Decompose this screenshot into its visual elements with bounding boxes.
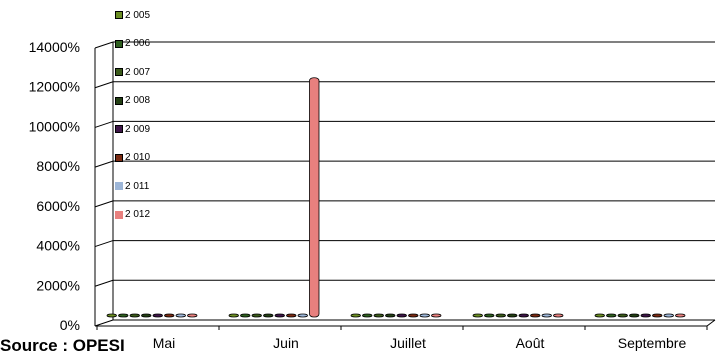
bar	[240, 313, 251, 318]
x-tick-label: Août	[516, 335, 545, 351]
bar	[507, 313, 518, 318]
x-tick-label: Septembre	[618, 335, 687, 351]
legend-swatch	[115, 153, 123, 162]
legend-label: 2 012	[125, 209, 151, 220]
legend-swatch	[115, 182, 123, 190]
y-tick-label: 14000%	[29, 39, 80, 55]
bar	[106, 313, 117, 318]
source-text: Source : OPESI	[0, 336, 125, 355]
x-axis-depth	[706, 319, 716, 327]
bar	[309, 77, 320, 318]
y-tick-label: 10000%	[29, 118, 80, 134]
x-axis-tick-labels: Mai Juin Juillet Août Septembre	[153, 335, 687, 351]
grid-line-depth	[94, 279, 114, 287]
legend-label: 2 011	[125, 180, 150, 192]
bar	[274, 313, 285, 318]
legend-item: 2 009	[115, 122, 150, 136]
bar	[251, 313, 262, 318]
bar	[228, 313, 239, 318]
bar	[362, 313, 373, 318]
bar	[297, 313, 308, 318]
legend-item: 2 007	[115, 65, 150, 79]
bar	[472, 313, 483, 318]
bar	[419, 313, 430, 318]
grid-line-depth	[94, 240, 114, 248]
bar	[484, 313, 495, 318]
bar	[129, 313, 140, 318]
legend-label: 2 006	[125, 38, 151, 49]
legend-label: 2 009	[125, 123, 151, 135]
legend-swatch	[115, 96, 123, 105]
bar	[152, 313, 163, 318]
bar	[118, 313, 129, 318]
x-tick-label: Juin	[273, 335, 299, 351]
legend-swatch	[115, 11, 123, 19]
legend-item: 2 006	[115, 37, 150, 51]
bar	[606, 313, 617, 318]
bar	[175, 313, 186, 318]
legend-swatch	[115, 68, 123, 76]
bar	[652, 313, 663, 318]
bar	[350, 313, 361, 318]
legend-item: 2 008	[115, 94, 150, 108]
y-tick-label: 2000%	[36, 277, 80, 293]
legend-item: 2 010	[115, 151, 150, 165]
grid-line-depth	[94, 120, 114, 128]
legend-swatch	[115, 39, 123, 48]
bar	[263, 313, 274, 318]
bar	[408, 313, 419, 318]
legend-swatch	[115, 125, 123, 133]
bar	[396, 313, 407, 318]
legend-label: 2 010	[125, 152, 151, 163]
y-tick-label: 12000%	[29, 79, 80, 95]
bar	[518, 313, 529, 318]
bar	[530, 313, 541, 318]
bar	[553, 313, 564, 318]
bar	[385, 313, 396, 318]
bar	[675, 313, 686, 318]
bar	[640, 313, 651, 318]
bar	[495, 313, 506, 318]
bar	[164, 313, 175, 318]
x-tick-label: Juillet	[390, 335, 426, 351]
grid-line-depth	[94, 81, 114, 89]
bar	[373, 313, 384, 318]
legend-item: 2 011	[115, 179, 149, 193]
legend-label: 2 008	[125, 95, 151, 106]
x-tick-label: Mai	[153, 335, 176, 351]
bar	[141, 313, 152, 318]
y-tick-label: 8000%	[36, 158, 80, 174]
grid-line-depth	[94, 160, 114, 168]
bar	[431, 313, 442, 318]
bars	[106, 77, 686, 318]
grid-lines	[94, 41, 715, 327]
bar	[629, 313, 640, 318]
bar	[594, 313, 605, 318]
legend-label: 2 007	[125, 66, 151, 78]
y-tick-label: 4000%	[36, 238, 80, 254]
grid-line-depth	[94, 200, 114, 208]
y-tick-label: 0%	[60, 317, 80, 333]
bar	[663, 313, 674, 318]
bar	[286, 313, 297, 318]
bar	[187, 313, 198, 318]
bar	[617, 313, 628, 318]
y-axis-tick-labels: 0% 2000% 4000% 6000% 8000% 10000% 12000% 14000%	[29, 39, 80, 333]
grid-line-depth	[94, 319, 114, 327]
y-tick-label: 6000%	[36, 198, 80, 214]
grid-line-depth	[94, 41, 114, 49]
legend-label: 2 005	[125, 9, 151, 21]
bar	[541, 313, 552, 318]
legend-item: 2 005	[115, 8, 150, 22]
legend-item: 2 012	[115, 208, 150, 222]
axes	[94, 42, 716, 330]
legend-swatch	[115, 210, 123, 219]
